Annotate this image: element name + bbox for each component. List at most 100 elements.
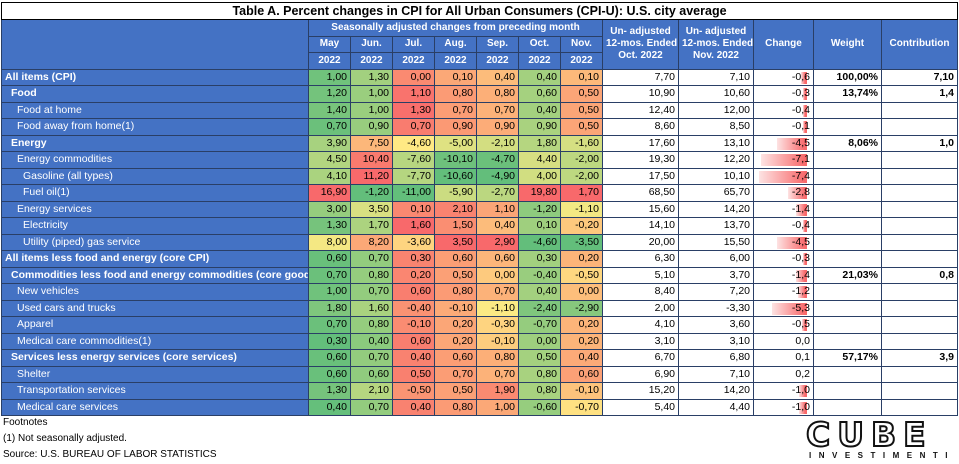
change-cell: -1,4	[753, 266, 814, 284]
change-value: 0,1	[795, 351, 810, 364]
unadjusted-oct-cell: 8,40	[602, 283, 679, 301]
monthly-change-cell: -0,30	[476, 316, 519, 334]
monthly-change-cell: 0,00	[518, 332, 561, 350]
table-row: Energy 3,90 7,50 -4,60 -5,00 -2,10 1,80 -1,60 17…	[1, 134, 958, 152]
monthly-change-cell: 0,60	[434, 250, 477, 268]
row-label: Used cars and trucks	[1, 299, 309, 317]
month-header: Oct.	[518, 35, 561, 53]
weight-cell	[813, 184, 882, 202]
row-label: Energy services	[1, 200, 309, 218]
contribution-cell	[881, 101, 958, 119]
row-label: Shelter	[1, 365, 309, 383]
change-bar	[772, 302, 807, 315]
change-header: Change	[753, 19, 814, 70]
unadjusted-oct-cell: 6,70	[602, 349, 679, 367]
monthly-change-cell: 0,70	[476, 365, 519, 383]
table-row: Energy commodities 4,50 10,40 -7,60 -10,10 -4…	[1, 151, 958, 169]
cpi-table: Table A. Percent changes in CPI for All …	[1, 2, 958, 416]
contribution-cell	[881, 151, 958, 169]
monthly-change-cell: 0,40	[350, 332, 393, 350]
monthly-change-cell: -5,00	[434, 134, 477, 152]
monthly-change-cell: 0,10	[560, 68, 603, 86]
monthly-change-cell: -10,10	[434, 151, 477, 169]
year-header: 2022	[518, 52, 561, 70]
footnotes-title: Footnotes	[3, 417, 48, 428]
monthly-change-cell: 0,60	[308, 250, 351, 268]
row-label: Energy commodities	[1, 151, 309, 169]
row-label: Services less energy services (core serv…	[1, 349, 309, 367]
monthly-change-cell: 4,10	[308, 167, 351, 185]
month-header: Jul.	[392, 35, 435, 53]
monthly-change-cell: -0,40	[392, 299, 435, 317]
monthly-change-cell: 0,60	[308, 349, 351, 367]
change-value: -0,4	[791, 219, 810, 232]
change-value: -0,5	[791, 318, 810, 331]
monthly-change-cell: 1,00	[308, 283, 351, 301]
unadjusted-nov-cell: -3,30	[678, 299, 754, 317]
change-bar	[761, 154, 807, 166]
change-cell: -4,5	[753, 233, 814, 251]
unadjusted-oct-cell: 17,60	[602, 134, 679, 152]
contribution-cell	[881, 365, 958, 383]
monthly-change-cell: 0,00	[392, 68, 435, 86]
unadj-oct-line2: 12-mos. Ended	[606, 38, 678, 50]
row-label: Utility (piped) gas service	[1, 233, 309, 251]
month-header: Sep.	[476, 35, 519, 53]
table-row: New vehicles 1,00 0,70 0,60 0,80 0,70 0,40 0,00…	[1, 283, 958, 301]
unadjusted-oct-cell: 17,50	[602, 167, 679, 185]
change-cell: -0,6	[753, 68, 814, 86]
monthly-change-cell: 0,30	[392, 250, 435, 268]
monthly-change-cell: 1,00	[476, 398, 519, 416]
row-label: Gasoline (all types)	[1, 167, 309, 185]
monthly-change-cell: -0,40	[518, 266, 561, 284]
weight-cell	[813, 151, 882, 169]
change-value: -0,6	[791, 70, 810, 83]
weight-cell	[813, 332, 882, 350]
table-row: All items (CPI) 1,00 1,30 0,00 0,10 0,40 0,40 0…	[1, 68, 958, 86]
change-cell: 0,0	[753, 332, 814, 350]
monthly-change-cell: 0,90	[350, 118, 393, 136]
row-label: Food at home	[1, 101, 309, 119]
unadjusted-nov-cell: 65,70	[678, 184, 754, 202]
monthly-change-cell: 1,40	[308, 101, 351, 119]
change-bar	[759, 170, 807, 183]
monthly-change-cell: 0,50	[434, 266, 477, 284]
unadjusted-oct-cell: 5,40	[602, 398, 679, 416]
weight-cell: 8,06%	[813, 134, 882, 152]
monthly-change-cell: -4,60	[392, 134, 435, 152]
monthly-change-cell: 0,60	[518, 85, 561, 103]
table-row: Gasoline (all types) 4,10 11,20 -7,70 -10,60…	[1, 167, 958, 185]
monthly-change-cell: 0,60	[308, 365, 351, 383]
change-bar	[799, 385, 807, 397]
weight-cell	[813, 118, 882, 136]
monthly-change-cell: 0,60	[560, 365, 603, 383]
contribution-cell	[881, 332, 958, 350]
monthly-change-cell: 0,80	[350, 266, 393, 284]
unadjusted-nov-cell: 3,10	[678, 332, 754, 350]
unadjusted-nov-cell: 6,80	[678, 349, 754, 367]
row-label: Electricity	[1, 217, 309, 235]
logo-subtitle: INVESTIMENTI	[809, 451, 956, 460]
unadjusted-oct-cell: 8,60	[602, 118, 679, 136]
unadjusted-nov-cell: 7,10	[678, 68, 754, 86]
change-cell: -0,4	[753, 217, 814, 235]
contribution-cell	[881, 250, 958, 268]
change-value: -0,1	[791, 120, 810, 133]
monthly-change-cell: -0,10	[560, 382, 603, 400]
monthly-change-cell: 0,70	[308, 118, 351, 136]
change-value: 0,2	[795, 367, 810, 380]
unadjusted-nov-cell: 4,40	[678, 398, 754, 416]
change-value: -1,0	[791, 384, 810, 397]
weight-cell	[813, 167, 882, 185]
weight-cell: 13,74%	[813, 85, 882, 103]
table-row: Services less energy services (core serv…	[1, 349, 958, 367]
unadjusted-oct-cell: 10,90	[602, 85, 679, 103]
table-row: Electricity 1,30 1,70 1,60 1,50 0,40 0,10 -0,20…	[1, 217, 958, 235]
monthly-change-cell: 16,90	[308, 184, 351, 202]
weight-cell	[813, 217, 882, 235]
monthly-change-cell: 0,40	[476, 217, 519, 235]
monthly-change-cell: -2,90	[560, 299, 603, 317]
monthly-change-cell: 0,60	[476, 250, 519, 268]
contribution-cell	[881, 217, 958, 235]
logo-wordmark: CUBE	[805, 415, 933, 454]
